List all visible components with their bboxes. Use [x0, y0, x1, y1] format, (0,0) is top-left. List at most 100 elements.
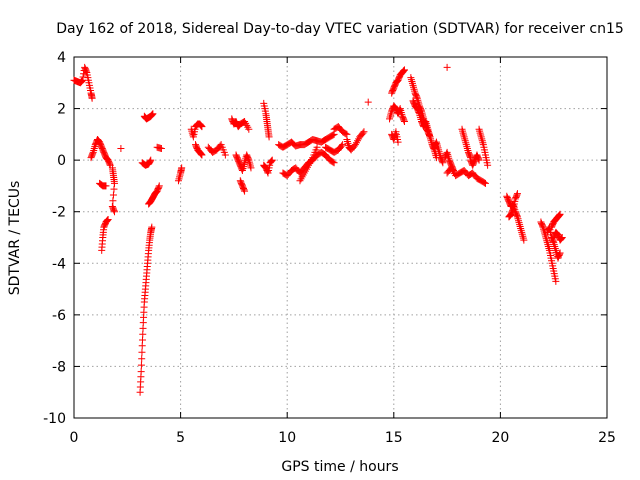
data-point	[408, 79, 416, 87]
x-tick-label: 5	[176, 430, 185, 446]
y-tick-label: -8	[52, 359, 66, 375]
data-point	[399, 67, 407, 75]
data-point	[426, 133, 434, 141]
data-point	[244, 155, 252, 163]
chart-title: Day 162 of 2018, Sidereal Day-to-day VTE…	[56, 21, 624, 37]
data-point	[408, 77, 416, 85]
data-point	[513, 190, 521, 198]
data-point	[517, 224, 525, 232]
data-point	[409, 81, 417, 89]
data-point	[106, 160, 114, 168]
data-point	[268, 157, 276, 165]
data-point	[246, 162, 254, 170]
data-point	[518, 230, 526, 238]
data-point	[111, 179, 119, 187]
data-point	[513, 212, 521, 220]
data-point	[265, 133, 273, 141]
data-point	[104, 216, 112, 224]
data-point	[477, 131, 485, 139]
y-tick-label: 0	[57, 153, 66, 169]
data-point	[552, 277, 560, 285]
plot-frame	[73, 56, 608, 419]
y-tick-labels: -10 -8 -6 -4 -2 0 2 4	[43, 50, 66, 427]
data-point	[480, 179, 488, 187]
data-point	[461, 137, 469, 145]
data-point	[519, 232, 527, 240]
data-points	[70, 63, 566, 396]
data-point	[329, 131, 337, 139]
data-point	[484, 161, 492, 169]
data-point	[147, 156, 155, 164]
x-axis-label: GPS time / hours	[281, 459, 398, 475]
data-point	[475, 125, 483, 133]
data-point	[137, 361, 145, 369]
ticks	[73, 56, 608, 419]
data-point	[400, 67, 408, 75]
x-tick-label: 10	[278, 430, 296, 446]
data-point	[197, 122, 205, 130]
data-point	[516, 223, 524, 231]
data-point	[443, 63, 451, 71]
x-tick-label: 25	[598, 430, 616, 446]
data-point	[241, 187, 249, 195]
data-point	[513, 191, 521, 199]
data-point	[515, 219, 523, 227]
data-point	[240, 186, 248, 194]
data-point	[109, 197, 117, 205]
data-point	[148, 111, 156, 119]
data-point	[543, 237, 551, 245]
data-point	[556, 249, 564, 257]
data-point	[509, 206, 517, 214]
data-point	[386, 113, 394, 121]
grid	[74, 57, 607, 418]
data-point	[515, 217, 523, 225]
data-point	[481, 179, 489, 187]
data-point	[551, 243, 559, 251]
data-point	[556, 210, 564, 218]
data-point	[394, 138, 402, 146]
data-point	[463, 145, 471, 153]
data-point	[478, 135, 486, 143]
data-point	[544, 243, 552, 251]
data-point	[475, 155, 483, 163]
data-point	[475, 156, 483, 164]
data-point	[387, 111, 395, 119]
data-point	[149, 110, 157, 118]
x-tick-label: 20	[491, 430, 509, 446]
data-point	[313, 143, 321, 151]
data-point	[462, 139, 470, 147]
data-point	[558, 234, 566, 242]
data-point	[338, 142, 346, 150]
data-point	[478, 137, 486, 145]
data-point	[466, 152, 474, 160]
data-point	[146, 157, 154, 165]
data-point	[460, 133, 468, 141]
data-point	[544, 241, 552, 249]
data-point	[413, 93, 421, 101]
data-point	[359, 129, 367, 137]
y-tick-label: -6	[52, 308, 66, 324]
y-tick-label: -2	[52, 205, 66, 221]
data-point	[197, 121, 205, 129]
data-point	[103, 217, 111, 225]
data-point	[407, 74, 415, 82]
data-point	[155, 183, 163, 191]
data-point	[79, 76, 87, 84]
data-point	[476, 129, 484, 137]
data-point	[343, 136, 351, 144]
data-point	[400, 117, 408, 125]
data-point	[267, 158, 275, 166]
data-point	[459, 127, 467, 135]
data-point	[263, 168, 271, 176]
data-point	[79, 73, 87, 81]
data-point	[82, 67, 90, 75]
data-point	[410, 85, 418, 93]
data-point	[198, 151, 206, 159]
data-point	[197, 150, 205, 158]
data-point	[138, 348, 146, 356]
data-point	[247, 164, 255, 172]
data-point	[198, 123, 206, 131]
data-point	[176, 171, 184, 179]
y-axis-label: SDTVAR / TECUs	[7, 181, 23, 296]
data-point	[88, 94, 96, 102]
